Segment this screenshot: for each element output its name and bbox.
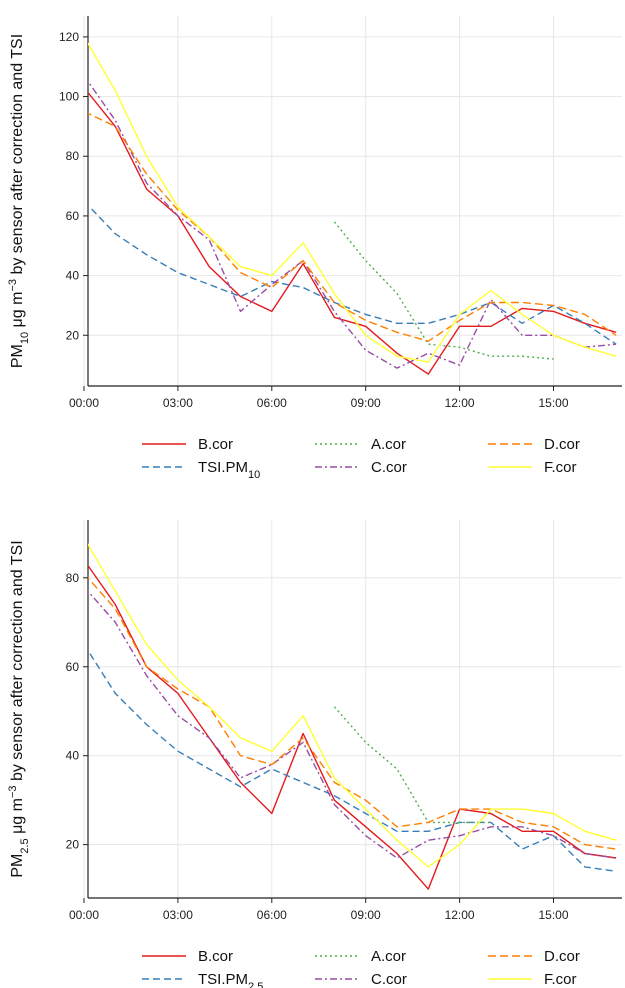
x-tick-label: 00:00 [69, 908, 99, 922]
series-line-d-cor [88, 112, 617, 342]
series-line-b-cor [88, 91, 617, 375]
legend-label: C.cor [371, 459, 407, 476]
pm10-chart-panel: 20 40 60 80 100 120 00:00 03:00 06:00 09:00 12:00 1… [7, 16, 622, 481]
series-line-tsi [88, 649, 617, 872]
y-tick-label: 80 [66, 571, 80, 585]
y-axis-label: PM10 μg m−3 by sensor after correction a… [7, 34, 31, 368]
series-line-f-cor [88, 543, 617, 868]
y-tick-label: 40 [66, 269, 80, 283]
x-tick-label: 12:00 [445, 908, 475, 922]
series-line-f-cor [88, 42, 617, 363]
legend: B.cor TSI.PM10 A.cor C.cor D.cor F.cor [142, 436, 580, 481]
legend-label: A.cor [371, 948, 406, 965]
x-tick-label: 09:00 [351, 908, 381, 922]
legend-label: B.cor [198, 948, 233, 965]
legend-label: B.cor [198, 436, 233, 453]
y-axis-label: PM2.5 μg m−3 by sensor after correction … [7, 540, 31, 877]
gridlines [83, 16, 622, 386]
legend-label: C.cor [371, 971, 407, 988]
x-tick-label: 09:00 [351, 396, 381, 410]
series-lines [88, 543, 617, 890]
y-tick-label: 100 [59, 90, 79, 104]
legend-label: A.cor [371, 436, 406, 453]
series-line-a-cor [333, 706, 491, 824]
x-tick-label: 15:00 [538, 396, 568, 410]
y-tick-label: 120 [59, 30, 79, 44]
legend-label: TSI.PM2.5 [198, 971, 263, 988]
y-tick-label: 60 [66, 660, 80, 674]
gridlines [83, 520, 622, 898]
y-tick-label: 60 [66, 209, 80, 223]
series-line-b-cor [88, 564, 617, 890]
series-line-c-cor [88, 80, 617, 369]
series-line-tsi [88, 204, 617, 345]
x-tick-label: 06:00 [257, 396, 287, 410]
legend: B.cor TSI.PM2.5 A.cor C.cor D.cor F.cor [142, 948, 580, 988]
series-line-a-cor [333, 221, 554, 360]
series-line-d-cor [88, 576, 617, 850]
y-tick-label: 20 [66, 838, 80, 852]
x-tick-label: 12:00 [445, 396, 475, 410]
x-tick-label: 15:00 [538, 908, 568, 922]
x-tick-label: 00:00 [69, 396, 99, 410]
y-tick-label: 80 [66, 149, 80, 163]
x-tick-label: 06:00 [257, 908, 287, 922]
series-lines [88, 42, 617, 375]
y-tick-label: 20 [66, 328, 80, 342]
legend-label: F.cor [544, 971, 577, 988]
legend-label: TSI.PM10 [198, 459, 260, 481]
legend-label: F.cor [544, 459, 577, 476]
x-tick-label: 03:00 [163, 396, 193, 410]
y-tick-label: 40 [66, 749, 80, 763]
legend-label: D.cor [544, 948, 580, 965]
series-line-c-cor [88, 590, 617, 859]
pm25-chart-panel: 20 40 60 80 00:00 03:00 06:00 09:00 12:00 15:00 PM… [7, 520, 622, 988]
legend-label: D.cor [544, 436, 580, 453]
x-tick-label: 03:00 [163, 908, 193, 922]
